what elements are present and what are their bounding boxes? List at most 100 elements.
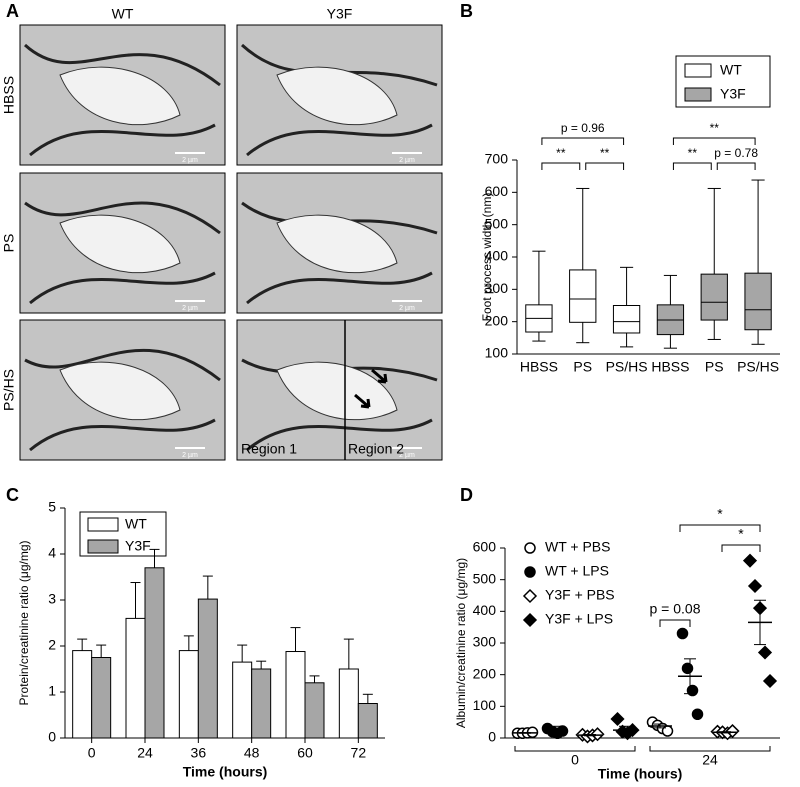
- row-label: PS: [1, 234, 17, 253]
- legend-label: Y3F + LPS: [545, 611, 613, 627]
- column-header: Y3F: [327, 6, 353, 22]
- panel-label: B: [460, 1, 473, 21]
- bar: [338, 668, 359, 739]
- y-tick-label: 300: [485, 280, 509, 296]
- y-tick-label: 400: [485, 248, 509, 264]
- panel-label: C: [6, 485, 19, 505]
- x-tick-label: PS/HS: [737, 359, 779, 375]
- y-tick-label: 0: [488, 729, 496, 745]
- legend-marker: [524, 542, 536, 554]
- y-tick-label: 100: [485, 345, 509, 361]
- legend-marker: [522, 588, 538, 604]
- point: [691, 708, 704, 720]
- bar: [357, 703, 378, 739]
- x-tick-label: 24: [137, 745, 153, 761]
- legend-box: [684, 87, 712, 102]
- arrow: [354, 393, 371, 409]
- x-tick-label: 0: [571, 752, 579, 768]
- bar: [125, 617, 146, 739]
- point: [747, 578, 763, 594]
- y-tick-label: 400: [473, 602, 497, 618]
- legend-marker: [524, 566, 536, 578]
- group-brace: [649, 746, 771, 752]
- significance-label: p = 0.96: [561, 121, 605, 135]
- lumen: [59, 361, 181, 421]
- legend-label: Y3F: [125, 538, 151, 554]
- point: [762, 673, 778, 689]
- x-tick-label: 24: [702, 752, 718, 768]
- bar: [251, 668, 272, 739]
- point: [681, 662, 694, 675]
- x-tick-label: HBSS: [520, 359, 558, 375]
- region-label: Region 2: [348, 441, 404, 457]
- legend-box: [87, 539, 119, 554]
- scale-bar-label: 2 µm: [182, 157, 198, 164]
- bar: [197, 598, 218, 739]
- y-axis-label: Protein/creatinine ratio (μg/mg): [17, 541, 31, 706]
- lumen: [276, 214, 398, 274]
- legend-frame: [79, 511, 167, 557]
- legend-label: WT: [125, 516, 147, 532]
- x-tick-label: PS: [705, 359, 724, 375]
- x-axis-label: Time (hours): [598, 766, 683, 782]
- bar: [232, 661, 253, 739]
- legend-box: [87, 517, 119, 532]
- region-label: Region 1: [241, 441, 297, 457]
- point: [725, 723, 740, 739]
- y-tick-label: 500: [485, 215, 509, 231]
- row-label: PS/HS: [1, 369, 17, 411]
- lumen: [59, 214, 181, 274]
- bar: [72, 650, 93, 739]
- y-tick-label: 0: [48, 729, 56, 745]
- membrane: [23, 43, 221, 157]
- point: [757, 645, 773, 660]
- bar: [144, 567, 165, 739]
- x-tick-label: 60: [297, 745, 313, 761]
- significance-label: *: [738, 526, 744, 542]
- panel-label: A: [6, 1, 19, 21]
- bar: [285, 651, 306, 739]
- significance-bracket: [541, 137, 625, 145]
- box: [569, 269, 597, 323]
- lumen: [276, 66, 398, 126]
- arrow: [371, 368, 388, 384]
- significance-label: **: [688, 146, 698, 160]
- x-tick-label: 0: [88, 745, 96, 761]
- significance-label: p = 0.78: [714, 146, 758, 160]
- group-brace: [514, 746, 636, 752]
- significance-bracket: [541, 162, 581, 170]
- point: [590, 727, 605, 742]
- row-label: HBSS: [1, 76, 17, 114]
- membrane: [24, 201, 221, 305]
- x-tick-label: 48: [244, 745, 260, 761]
- box: [612, 305, 641, 334]
- legend-label: WT + LPS: [545, 563, 609, 579]
- significance-bracket: [721, 544, 761, 552]
- legend-label: Y3F + PBS: [545, 587, 615, 603]
- scale-bar-label: 2 µm: [399, 157, 415, 164]
- scale-bar-label: 2 µm: [182, 305, 198, 312]
- y-tick-label: 200: [473, 665, 497, 681]
- scale-bar-label: 2 µm: [182, 452, 198, 459]
- y-tick-label: 600: [485, 183, 509, 199]
- bar: [91, 657, 112, 739]
- scale-bar-label: 2 µm: [399, 452, 415, 459]
- bar: [304, 682, 325, 739]
- x-tick-label: PS/HS: [606, 359, 648, 375]
- box: [744, 272, 772, 331]
- membrane: [24, 349, 221, 452]
- point: [556, 725, 569, 737]
- significance-label: **: [600, 146, 610, 160]
- point: [676, 627, 689, 640]
- y-tick-label: 300: [473, 634, 497, 650]
- legend-box: [684, 63, 712, 78]
- legend-frame: [675, 55, 771, 108]
- scale-bar-label: 2 µm: [399, 305, 415, 312]
- significance-label: p = 0.08: [650, 601, 701, 617]
- y-tick-label: 3: [48, 591, 56, 607]
- box: [700, 273, 728, 321]
- panel-label: D: [460, 485, 473, 505]
- column-header: WT: [112, 6, 134, 22]
- lumen: [59, 66, 181, 126]
- y-tick-label: 500: [473, 570, 497, 586]
